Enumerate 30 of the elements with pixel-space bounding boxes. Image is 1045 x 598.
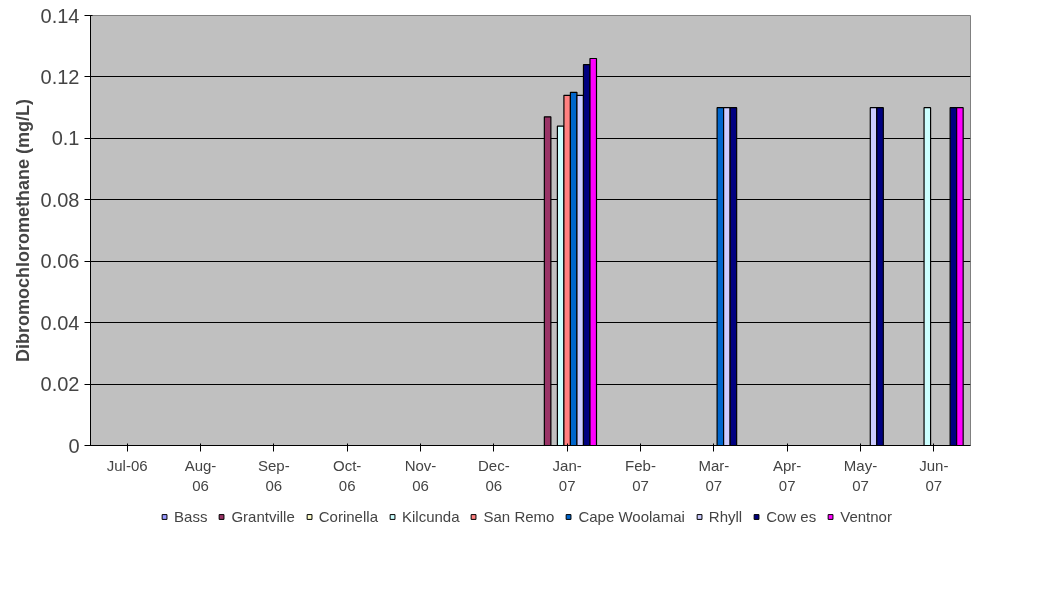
x-tick-label: Feb-07 [625, 456, 656, 494]
x-tick-label: Sep-06 [257, 456, 290, 494]
y-axis-title: Dibromochloromethane (mg/L) [12, 98, 33, 362]
y-tick-label: 0.06 [40, 250, 80, 273]
legend-label: Kilcunda [401, 507, 460, 525]
y-tick-label: 0.04 [40, 311, 80, 334]
y-tick-label: 0.14 [40, 4, 80, 27]
x-tick-label: Nov-06 [404, 456, 437, 494]
x-tick-label: Jan-07 [552, 456, 582, 494]
y-tick-label: 0.02 [40, 373, 80, 396]
x-tick-label: Oct-06 [333, 456, 362, 494]
y-tick-label: 0.08 [40, 188, 80, 211]
legend-label: Corinella [318, 507, 378, 525]
legend-label: Cow es [766, 507, 817, 525]
x-tick-label: Jun-07 [919, 456, 949, 494]
y-tick-label: 0 [68, 434, 80, 457]
legend-label: San Remo [483, 507, 555, 525]
x-tick-label: Aug-06 [184, 456, 217, 494]
x-tick-label: Jul-06 [106, 456, 148, 474]
legend-label: Rhyll [708, 507, 743, 525]
y-tick-label: 0.1 [51, 127, 80, 150]
x-tick-label: Mar-07 [698, 456, 730, 494]
legend-label: Cape Woolamai [578, 507, 685, 525]
x-tick-label: Dec-06 [478, 456, 510, 494]
legend-label: Bass [174, 507, 208, 525]
x-tick-label: Apr-07 [773, 456, 802, 494]
legend-label: Grantville [231, 507, 295, 525]
x-tick-label: May-07 [843, 456, 878, 494]
legend-label: Ventnor [840, 507, 892, 525]
y-tick-label: 0.12 [40, 65, 80, 88]
